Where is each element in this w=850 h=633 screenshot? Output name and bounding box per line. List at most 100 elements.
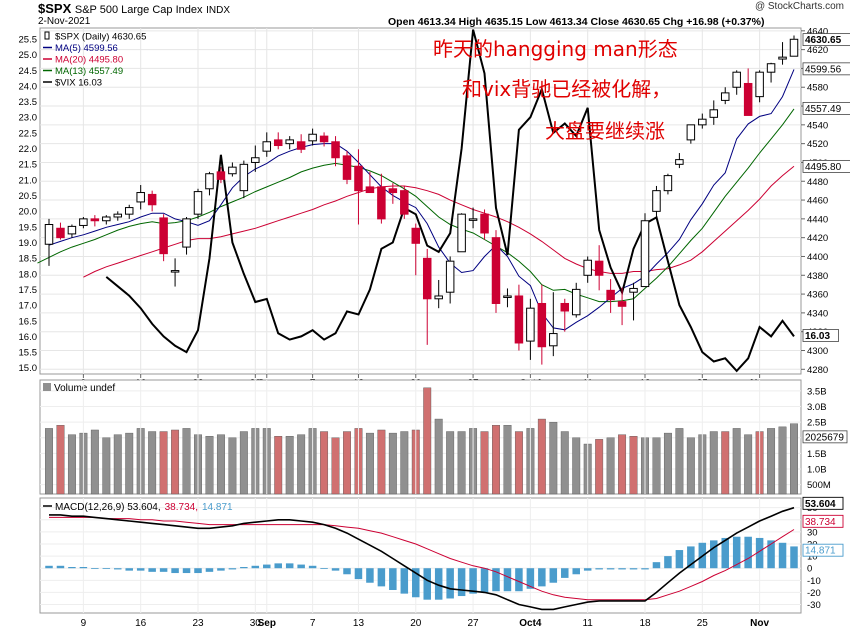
vix-axis-label: 25.0 (19, 50, 38, 61)
candle-body (79, 218, 88, 226)
candle-body (170, 270, 180, 273)
macd-histogram-bar (469, 568, 477, 594)
candle-body (537, 302, 547, 348)
candle-body (422, 257, 432, 300)
candle-body (273, 139, 283, 147)
volume-bar (400, 431, 409, 495)
volume-bar (216, 434, 225, 495)
vix-axis-label: 21.5 (19, 160, 38, 171)
macd-histogram-bar (503, 568, 512, 592)
volume-axis-label: 1.0B (807, 465, 827, 476)
macd-x-label: 23 (192, 618, 204, 629)
candle-body (629, 287, 638, 293)
macd-histogram-bar (136, 568, 145, 571)
candle-body (617, 301, 627, 307)
value-tag: 4630.65 (805, 35, 842, 46)
candle-body (720, 92, 730, 101)
candle-body (445, 260, 455, 293)
macd-histogram-bar (778, 542, 787, 569)
volume-bar (365, 432, 374, 495)
macd-signal-line (49, 516, 795, 601)
volume-bar (663, 432, 672, 495)
volume-bar (675, 428, 684, 495)
candle-body (365, 186, 375, 194)
vix-axis-label: 19.5 (19, 222, 38, 233)
price-axis-label: 4620 (807, 45, 828, 56)
vix-axis-label: 22.5 (19, 128, 38, 139)
macd-histogram-bar (205, 568, 214, 572)
value-tag-box (802, 496, 844, 510)
value-tag-box (802, 514, 844, 528)
value-tag: 14.871 (805, 546, 836, 557)
candle-body (766, 63, 776, 73)
macd-x-label: 30 (250, 618, 262, 629)
macd-histogram-bar (652, 562, 661, 569)
symbol-name: S&P 500 Large Cap Index (74, 4, 203, 16)
macd-histogram-bar (389, 568, 397, 590)
macd-histogram-bar (515, 568, 523, 592)
price-axis-label: 4340 (807, 308, 828, 319)
volume-bar (537, 418, 546, 495)
vix-axis-label: 22.0 (19, 144, 38, 155)
macd-histogram-bar (91, 568, 99, 570)
candle-body (296, 141, 306, 150)
candle-body (514, 295, 524, 344)
value-tag: 53.604 (805, 499, 836, 510)
ohlc-readout: Open 4613.34 High 4635.15 Low 4613.34 Cl… (388, 16, 765, 28)
macd-histogram-bar (710, 540, 718, 569)
macd-histogram-bar (572, 568, 580, 575)
candle-body (583, 259, 592, 276)
volume-bar (159, 431, 168, 495)
candle-body (411, 227, 421, 244)
vix-axis-label: 23.5 (19, 97, 38, 108)
volume-bar (446, 431, 455, 495)
macd-axis-label: 0 (807, 564, 812, 575)
volume-bar (205, 436, 214, 495)
vix-axis-label: 15.0 (19, 363, 38, 374)
price-axis-label: 4380 (807, 271, 828, 282)
volume-bar (434, 418, 443, 495)
price-axis-label: 4580 (807, 83, 828, 94)
macd-histogram-bar (526, 568, 535, 589)
macd-histogram-bar (194, 568, 202, 574)
vix-axis-label: 16.5 (19, 316, 38, 327)
macd-histogram-bar (297, 564, 305, 569)
candle-body (113, 213, 123, 218)
macd-x-label: Oct4 (519, 618, 542, 629)
candle-body (434, 295, 443, 300)
candle-body (216, 171, 226, 180)
macd-histogram-bar (251, 565, 260, 569)
macd-x-label: 18 (639, 618, 651, 629)
macd-histogram-bar (102, 568, 111, 570)
macd-histogram-bar (618, 568, 626, 570)
price-axis-label: 4480 (807, 177, 828, 188)
macd-x-label: Nov (750, 618, 769, 629)
candle-body (526, 307, 535, 342)
candle-body (606, 289, 615, 301)
macd-histogram-bar (331, 568, 340, 571)
candle-body (193, 191, 203, 215)
candle-body (594, 260, 604, 276)
macd-histogram-bar (767, 540, 775, 569)
price-axis-label: 4420 (807, 233, 828, 244)
macd-histogram-bar (343, 568, 351, 575)
macd-histogram-bar (125, 568, 133, 571)
volume-bar (388, 432, 397, 495)
ma5-line (48, 69, 795, 331)
value-tag: 16.03 (805, 331, 830, 342)
vix-line (105, 29, 795, 373)
vix-axis-label: 16.0 (19, 332, 38, 343)
macd-histogram-bar (446, 568, 454, 599)
price-axis-label: 4540 (807, 120, 828, 131)
price-axis-label: 4440 (807, 214, 828, 225)
macd-histogram-bar (606, 568, 615, 570)
annotation-line-2: 和vix背驰已经被化解， (462, 77, 672, 101)
vix-axis-label: 21.0 (19, 175, 38, 186)
volume-axis-label: 3.0B (807, 402, 827, 413)
macd-histogram-bar (217, 568, 225, 571)
ma20-line (83, 165, 795, 278)
candle-body (182, 218, 191, 248)
macd-histogram-bar (480, 568, 489, 593)
volume-bar (595, 439, 604, 495)
vix-axis-label: 19.0 (19, 238, 38, 249)
